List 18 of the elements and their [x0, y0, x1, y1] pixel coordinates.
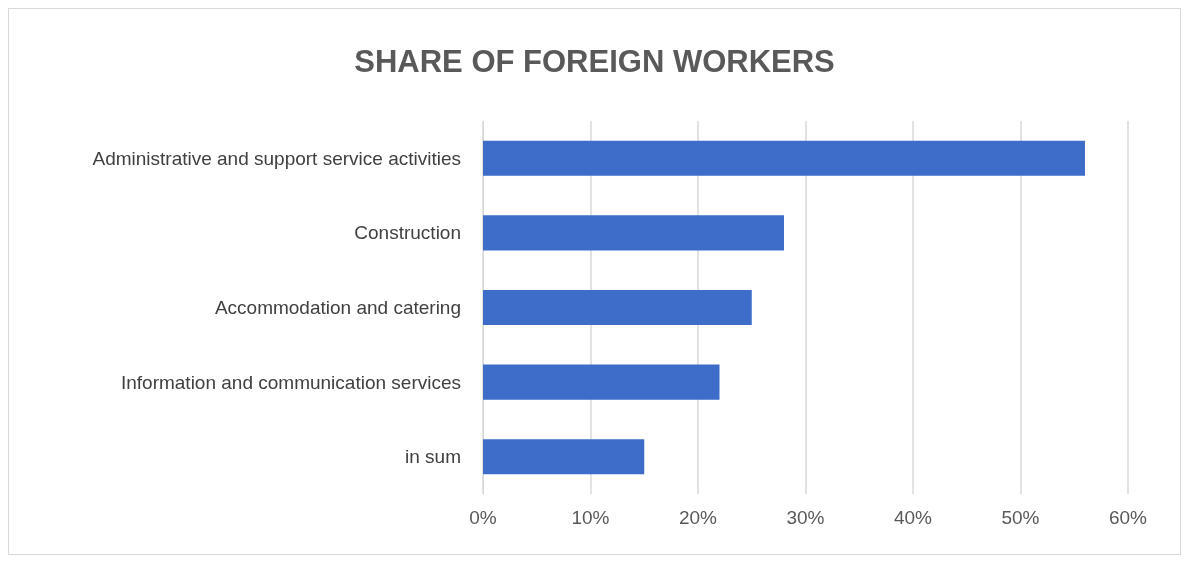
y-tick-label: in sum: [405, 446, 461, 468]
y-tick-label: Accommodation and catering: [214, 297, 461, 318]
y-tick-label: Information and communication services: [120, 371, 461, 393]
bar: [483, 289, 752, 326]
x-tick-label: 10%: [571, 507, 610, 528]
bar: [483, 215, 784, 251]
x-tick-label: 0%: [469, 507, 497, 528]
y-tick-label: Construction: [354, 222, 461, 244]
x-tick-label: 50%: [1001, 507, 1040, 528]
x-tick-label: 30%: [786, 507, 825, 528]
bar: [483, 364, 720, 400]
chart-title: SHARE OF FOREIGN WORKERS: [354, 44, 835, 79]
x-tick-label: 20%: [678, 507, 718, 528]
bar: [483, 439, 645, 475]
bar: [483, 140, 1085, 176]
y-tick-label: Administrative and support service activities: [92, 147, 461, 169]
x-tick-label: 60%: [1108, 507, 1148, 528]
x-tick-label: 40%: [893, 507, 933, 528]
